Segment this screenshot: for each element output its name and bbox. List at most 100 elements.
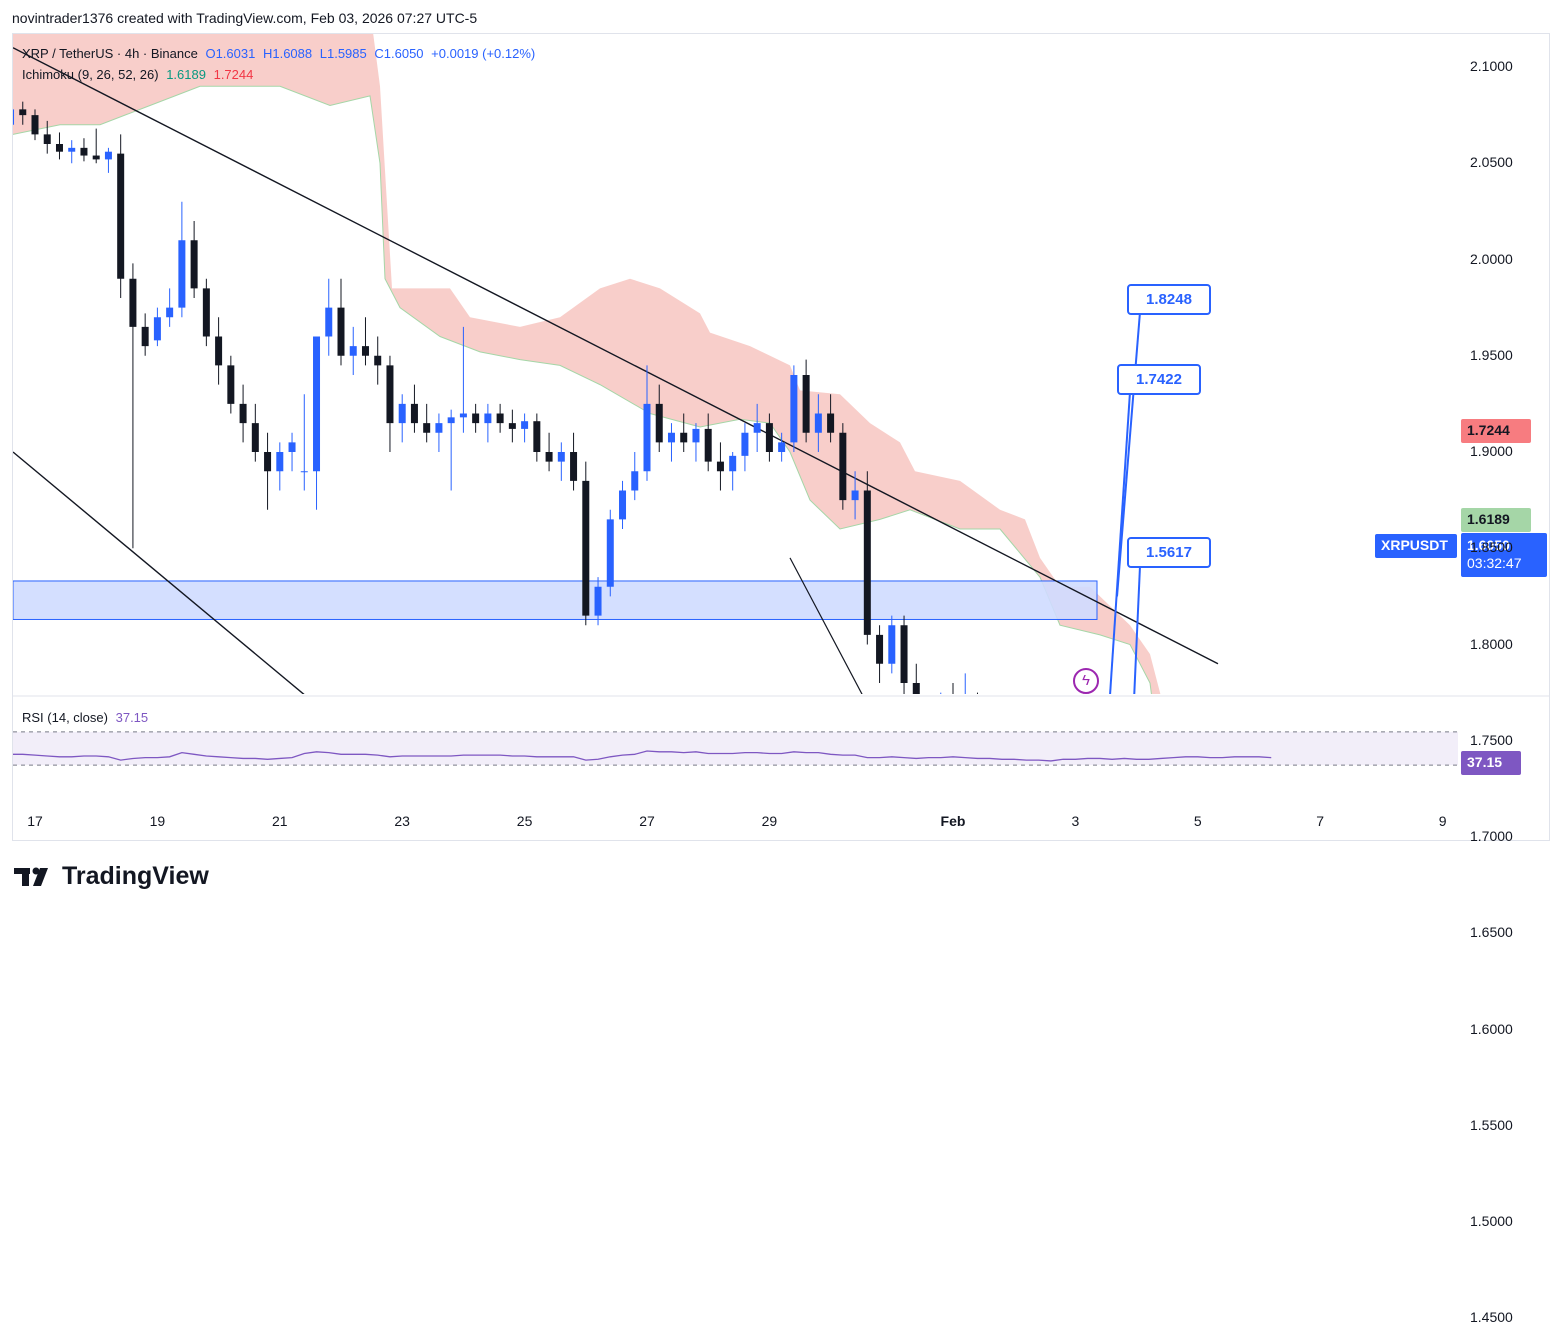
candle — [7, 98, 14, 133]
candle — [142, 313, 149, 355]
candle — [484, 404, 491, 443]
candle — [435, 414, 442, 453]
candle-body — [93, 156, 100, 160]
candle-body — [252, 423, 259, 452]
candle-body — [558, 452, 565, 462]
tradingview-logo-icon — [14, 866, 54, 888]
price-tick: 2.1000 — [1470, 58, 1550, 74]
candle-body — [313, 337, 320, 472]
candle-body — [362, 346, 369, 356]
candle — [350, 327, 357, 375]
candle — [582, 462, 589, 626]
candle-body — [717, 462, 724, 472]
candle — [509, 410, 516, 443]
candle-body — [582, 481, 589, 616]
lower-trendline[interactable] — [13, 452, 972, 916]
price-tick: 1.4500 — [1470, 1309, 1550, 1325]
candle-body — [937, 702, 944, 721]
time-tick: Feb — [933, 813, 973, 829]
callout-1-5617[interactable]: 1.5617 — [1127, 537, 1211, 568]
candle-body — [876, 635, 883, 664]
candle — [876, 625, 883, 683]
candle — [80, 138, 87, 161]
time-tick: 9 — [1423, 813, 1463, 829]
candle — [0, 115, 2, 148]
time-tick: 19 — [137, 813, 177, 829]
candle-body — [240, 404, 247, 423]
candle — [521, 414, 528, 443]
candle — [607, 510, 614, 597]
price-tick: 1.8500 — [1470, 539, 1550, 555]
cloud-top-tag: 1.7244 — [1461, 419, 1531, 443]
lightning-icon[interactable]: ϟ — [1073, 668, 1099, 694]
candle — [570, 433, 577, 491]
ohlc-high: H1.6088 — [263, 46, 312, 61]
candle-body — [827, 414, 834, 433]
time-tick: 17 — [15, 813, 55, 829]
price-tick: 1.6500 — [1470, 924, 1550, 940]
candle-body — [705, 429, 712, 462]
candle-body — [533, 421, 540, 452]
candle-body — [423, 423, 430, 433]
candle — [1072, 876, 1079, 917]
candle — [448, 410, 455, 491]
candle — [803, 360, 810, 443]
candle-body — [962, 702, 969, 731]
candle-body — [1023, 827, 1030, 916]
tradingview-logo[interactable]: TradingView — [14, 862, 209, 891]
symbol-name[interactable]: XRP / TetherUS · 4h · Binance — [22, 46, 198, 61]
candle-body — [0, 125, 2, 142]
candle — [93, 129, 100, 164]
candle-body — [619, 491, 626, 520]
rsi-label: RSI (14, close) — [22, 710, 108, 725]
candle-body — [484, 414, 491, 424]
candle-body — [68, 148, 75, 152]
rsi-value: 37.15 — [116, 710, 149, 725]
callout-1-7422[interactable]: 1.7422 — [1117, 364, 1201, 395]
candle — [497, 404, 504, 433]
candle-body — [778, 442, 785, 452]
candle-body — [888, 625, 895, 664]
symbol-tag[interactable]: XRPUSDT — [1375, 534, 1457, 558]
candle — [338, 279, 345, 366]
candle-body — [1072, 895, 1079, 916]
chart-canvas[interactable] — [0, 0, 1563, 916]
candle — [901, 616, 908, 703]
candle-body — [227, 365, 234, 404]
price-tick: 1.7500 — [1470, 732, 1550, 748]
callout-1-8248[interactable]: 1.8248 — [1127, 284, 1211, 315]
rsi-legend[interactable]: RSI (14, close) 37.15 — [22, 710, 152, 725]
candle — [1096, 895, 1103, 916]
candle — [472, 404, 479, 433]
candle — [154, 308, 161, 347]
candle-body — [203, 288, 210, 336]
candle-body — [497, 414, 504, 424]
candle — [631, 452, 638, 500]
price-tick: 1.7000 — [1470, 828, 1550, 844]
candle-body — [117, 154, 124, 279]
callout-pointer-2 — [1106, 392, 1130, 756]
candle-body — [289, 442, 296, 452]
candle — [1023, 822, 1030, 916]
candle-body — [595, 587, 602, 616]
ichimoku-legend[interactable]: Ichimoku (9, 26, 52, 26) 1.6189 1.7244 — [22, 67, 257, 82]
brand-name: TradingView — [62, 862, 209, 891]
time-tick: 5 — [1178, 813, 1218, 829]
ichimoku-label: Ichimoku (9, 26, 52, 26) — [22, 67, 159, 82]
candle — [386, 356, 393, 452]
price-tick: 1.9500 — [1470, 347, 1550, 363]
candle-body — [411, 404, 418, 423]
candle — [325, 279, 332, 356]
candle-body — [191, 240, 198, 288]
candle — [411, 385, 418, 433]
ichimoku-value-2: 1.7244 — [214, 67, 254, 82]
candle-body — [803, 375, 810, 433]
cloud-bottom-tag: 1.6189 — [1461, 508, 1531, 532]
candle — [129, 263, 136, 548]
ichimoku-span-b — [13, 86, 1340, 914]
candle-body — [790, 375, 797, 442]
candle-body — [754, 423, 761, 433]
upper-trendline[interactable] — [13, 48, 1218, 664]
candle-body — [448, 417, 455, 423]
candle — [790, 365, 797, 452]
